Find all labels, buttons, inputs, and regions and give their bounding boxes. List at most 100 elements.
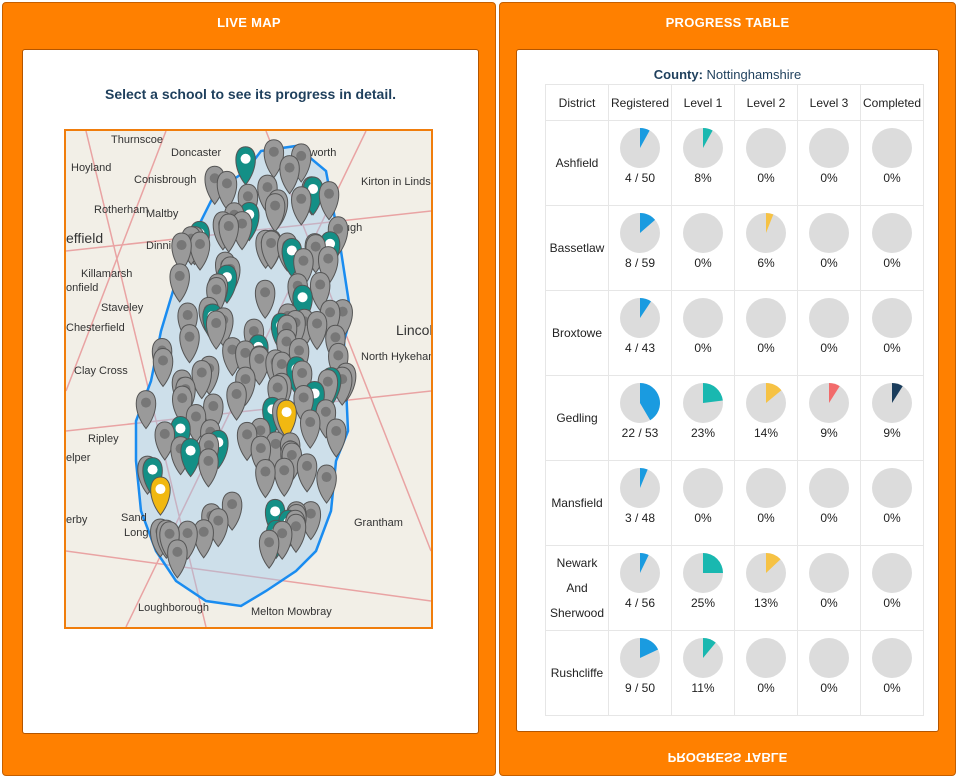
cell-label: 4 / 56 [624,596,656,610]
cell-label: 4 / 50 [624,171,656,185]
school-pin[interactable] [264,193,286,233]
place-label: Loughborough [138,602,209,614]
progress-pie [809,553,849,593]
progress-cell: 0% [860,460,924,546]
school-pin[interactable] [296,453,318,493]
pin-dot [286,449,297,460]
progress-pie [809,213,849,253]
cell-label: 0% [757,341,775,355]
pin-dot [255,425,266,436]
progress-pie [683,638,723,678]
progress-cell: 0% [797,630,861,716]
pie-slice [703,553,723,573]
school-pin[interactable] [306,310,328,351]
school-pin[interactable] [276,399,297,439]
pin-dot [279,465,290,476]
district-row: Broxtowe 4 / 43 0% 0% 0% 0% [545,290,924,376]
pin-body [189,231,211,271]
school-pin[interactable] [318,181,340,221]
place-label: Rotherham [94,204,148,216]
school-pin[interactable] [255,459,276,499]
school-pin[interactable] [189,231,211,271]
district-row: Bassetlaw 8 / 59 0% 6% 0% 0% [545,205,924,291]
school-pin[interactable] [169,263,190,303]
mirrored-header: PROGRESS TABLE [667,750,788,765]
school-pin[interactable] [198,448,219,488]
school-pin[interactable] [152,347,174,388]
pin-body [316,464,337,504]
cell-label: 9% [883,426,901,440]
cell-label: 14% [753,426,779,440]
pin-body [235,146,256,186]
cell-label: 0% [820,596,838,610]
column-header: District [545,84,609,121]
pin-dot [297,367,308,378]
pin-body [135,390,157,430]
map-card: Select a school to see its progress in d… [22,49,479,734]
school-pin[interactable] [263,139,285,179]
pin-body [198,448,219,488]
progress-cell: 8 / 59 [608,205,672,291]
progress-pie [683,298,723,338]
pin-dot [262,182,273,193]
cell-label: 0% [883,171,901,185]
school-pin[interactable] [167,539,188,579]
school-pin[interactable] [218,213,239,253]
pin-dot [268,146,279,157]
school-pin[interactable] [299,409,321,449]
school-pin[interactable] [254,279,276,320]
progress-pie [809,468,849,508]
pin-body [279,155,300,195]
school-pin[interactable] [171,232,192,272]
school-pin[interactable] [290,186,312,226]
pie-slice [703,128,713,148]
school-pin[interactable] [191,360,212,400]
pin-dot [276,359,287,370]
progress-cell: 0% [860,205,924,291]
cell-label: 0% [757,511,775,525]
school-pin[interactable] [150,476,171,516]
school-pin[interactable] [154,421,176,461]
school-pin[interactable] [325,418,347,458]
school-pin[interactable] [316,464,337,504]
pin-dot [321,472,332,483]
school-pin[interactable] [216,170,238,211]
progress-cell: 4 / 43 [608,290,672,376]
progress-cell: 0% [860,630,924,716]
school-pin[interactable] [205,310,227,350]
place-label: Chesterfield [66,322,125,334]
pin-dot [158,355,169,366]
place-label: Long [124,527,148,539]
pin-body [290,186,312,226]
pie-background [809,213,849,253]
school-pin[interactable] [279,155,300,195]
school-pin[interactable] [135,390,157,430]
pin-dot [242,191,253,202]
school-pin[interactable] [226,381,247,421]
place-label: Grantham [354,517,403,529]
pin-dot [223,221,234,232]
pin-body [179,324,200,364]
column-header: Level 1 [671,84,735,121]
cell-label: 0% [820,341,838,355]
school-pin[interactable] [179,324,200,364]
pie-slice [640,638,659,658]
school-pin[interactable] [260,230,282,270]
district-row: Gedling 22 / 53 23% 14% 9% 9% [545,375,924,461]
pin-dot [182,310,193,321]
school-pin[interactable] [235,146,256,186]
pin-dot [198,526,209,537]
progress-cell: 3 / 48 [608,460,672,546]
pin-dot [331,425,342,436]
map[interactable]: Thurnscoe Doncaster Epworth Hoyland Conisbro… [64,129,433,629]
pin-dot [294,345,305,356]
school-pin[interactable] [180,438,201,478]
column-header: Level 2 [734,84,798,121]
pin-dot [147,464,158,475]
progress-pie [620,383,660,423]
pin-body [255,459,276,499]
school-pin[interactable] [258,529,280,570]
progress-cell: 4 / 50 [608,120,672,206]
school-pin[interactable] [273,457,295,498]
district-row: Mansfield 3 / 48 0% 0% 0% 0% [545,460,924,546]
